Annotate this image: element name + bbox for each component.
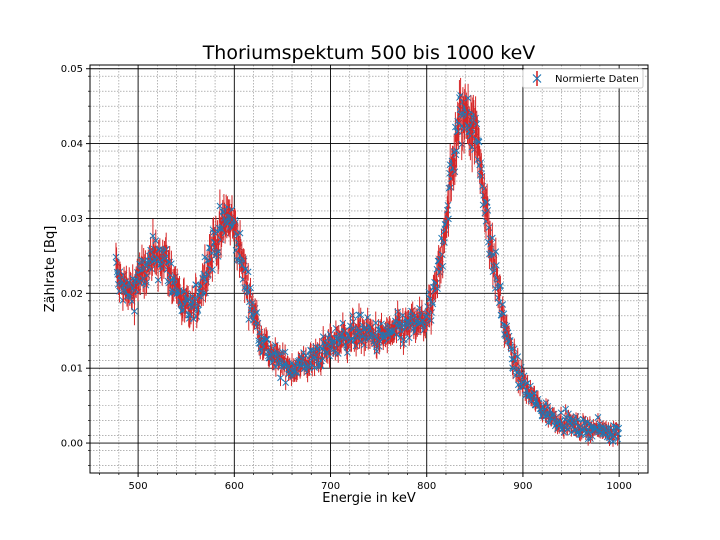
data-point [514, 353, 522, 360]
data-point [154, 276, 162, 284]
data-point [428, 298, 436, 306]
data-point [183, 290, 191, 297]
data-point [244, 268, 252, 276]
data-point [557, 409, 565, 417]
y-tick-label: 0.01 [61, 364, 83, 375]
data-point [507, 343, 515, 351]
data-point [428, 309, 436, 316]
y-tick-label: 0.03 [61, 214, 83, 225]
data-point [216, 202, 224, 210]
data-point [427, 317, 435, 324]
data-point [349, 312, 356, 319]
data-point [505, 332, 513, 340]
chart-title: Thoriumspektum 500 bis 1000 keV [202, 42, 536, 64]
y-tick-label: 0.02 [61, 289, 83, 300]
data-point [192, 281, 200, 289]
x-axis-ticks: 500 600 700 800 900 1000 [99, 473, 639, 492]
data-point [236, 229, 244, 237]
data-point [397, 334, 404, 341]
data-point [263, 335, 271, 343]
data-point [464, 94, 472, 102]
data-point [400, 336, 408, 343]
data-point [281, 348, 289, 356]
data-point [517, 364, 525, 371]
data-point [527, 382, 534, 390]
data-point [484, 207, 492, 214]
y-axis-label: Zählrate [Bq] [43, 226, 58, 313]
x-axis-label: Energie in keV [322, 491, 416, 506]
x-tick-label: 700 [321, 481, 340, 492]
data-point [510, 345, 518, 353]
legend: Normierte Daten [522, 68, 644, 89]
x-tick-label: 1000 [606, 481, 631, 492]
data-point [506, 336, 514, 344]
data-point [326, 352, 333, 360]
y-tick-label: 0.00 [61, 439, 83, 450]
data-point [614, 430, 622, 438]
legend-box [522, 68, 644, 89]
data-point [148, 265, 156, 273]
data-point [508, 345, 515, 353]
data-point [194, 307, 202, 314]
data-point [477, 159, 485, 167]
data-point [341, 327, 348, 335]
data-point [499, 301, 507, 308]
x-tick-label: 600 [225, 481, 244, 492]
data-point [112, 253, 120, 261]
data-point [500, 310, 508, 318]
data-point [454, 127, 462, 135]
data-point [493, 262, 500, 269]
x-tick-label: 900 [513, 481, 532, 492]
data-point [615, 424, 623, 432]
data-point [352, 342, 360, 350]
data-point [143, 278, 150, 286]
data-point [447, 184, 455, 191]
data-point [439, 262, 447, 270]
data-point [378, 320, 385, 328]
data-point [451, 168, 459, 176]
data-point [247, 284, 254, 292]
data-point [442, 226, 449, 234]
data-point [473, 120, 481, 128]
data-point [253, 309, 261, 316]
legend-marker-icon [532, 74, 542, 83]
legend-label: Normierte Daten [555, 74, 639, 85]
data-point [131, 307, 138, 315]
data-point [497, 282, 504, 290]
data-point [475, 138, 483, 146]
data-point [405, 334, 413, 342]
data-point [441, 239, 448, 246]
data-point [444, 201, 452, 209]
data-point [609, 438, 617, 445]
data-point [149, 232, 157, 240]
y-axis-ticks: 0.00 0.01 0.02 0.03 0.04 0.05 [61, 64, 90, 466]
data-point [488, 234, 496, 242]
data-point [492, 248, 500, 255]
data-point [357, 311, 365, 319]
data-point [478, 165, 485, 173]
data-point [168, 260, 175, 268]
data-point [282, 379, 290, 387]
x-tick-label: 800 [417, 481, 436, 492]
data-point [483, 198, 491, 206]
data-point [364, 314, 372, 321]
y-tick-label: 0.04 [61, 139, 83, 150]
data-point [562, 405, 570, 413]
data-markers [112, 77, 623, 447]
data-point [432, 279, 440, 287]
data-point [209, 266, 216, 274]
data-point [189, 315, 197, 323]
data-point [445, 215, 452, 223]
data-point [194, 305, 201, 312]
data-point [344, 349, 351, 357]
x-tick-label: 500 [129, 481, 148, 492]
y-tick-label: 0.05 [61, 64, 83, 75]
data-point [152, 237, 160, 244]
